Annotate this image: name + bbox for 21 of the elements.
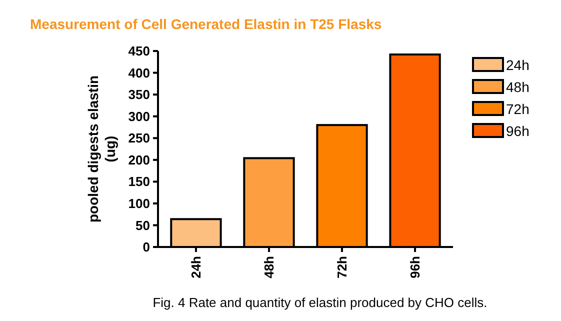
x-tick-label: 24h bbox=[188, 256, 204, 278]
y-tick-label: 200 bbox=[128, 152, 150, 168]
y-tick-label: 350 bbox=[128, 87, 150, 102]
chart-title: Measurement of Cell Generated Elastin in T25 Flasks bbox=[30, 16, 382, 32]
y-tick-label: 150 bbox=[128, 174, 150, 190]
y-tick-label: 300 bbox=[128, 108, 150, 124]
caption: Fig. 4 Rate and quantity of elastin produced by CHO cells. bbox=[152, 295, 488, 310]
legend-label: 96h bbox=[506, 122, 530, 139]
y-axis-title: pooled digests elastin (ug) bbox=[85, 75, 118, 223]
legend-label: 72h bbox=[506, 100, 530, 117]
legend-label: 24h bbox=[506, 56, 530, 73]
y-tick-label: 50 bbox=[136, 218, 150, 233]
y-tick-label: 400 bbox=[128, 65, 150, 80]
y-tick-label: 450 bbox=[128, 44, 150, 59]
x-tick-label: 72h bbox=[334, 256, 350, 278]
legend-label: 48h bbox=[506, 78, 530, 95]
y-tick-label: 100 bbox=[128, 196, 150, 211]
y-tick-label: 0 bbox=[142, 240, 150, 255]
x-tick-label: 48h bbox=[262, 256, 277, 278]
y-tick-label: 250 bbox=[128, 130, 150, 146]
x-tick-label: 96h bbox=[408, 256, 423, 278]
